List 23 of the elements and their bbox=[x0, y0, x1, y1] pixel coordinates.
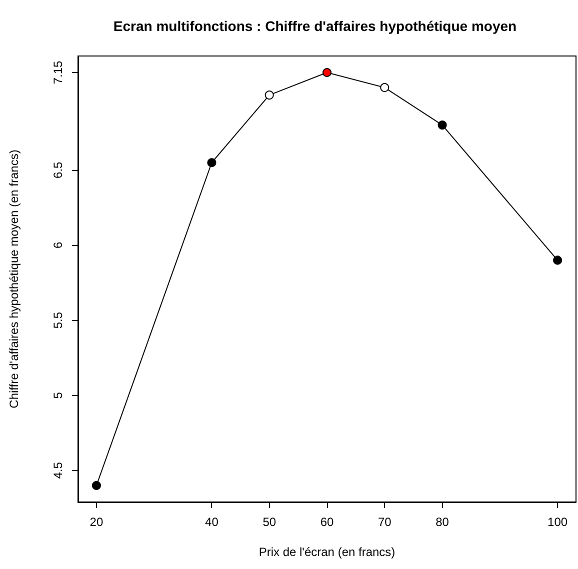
y-tick-label: 7.15 bbox=[51, 60, 65, 84]
x-tick-label: 80 bbox=[436, 515, 450, 529]
y-tick-label: 5.5 bbox=[51, 312, 65, 329]
point bbox=[322, 68, 332, 78]
y-tick-label: 6.5 bbox=[51, 161, 65, 178]
x-tick-label: 40 bbox=[205, 515, 219, 529]
x-tick-label: 70 bbox=[378, 515, 392, 529]
point bbox=[207, 158, 216, 168]
chart-title: Ecran multifonctions : Chiffre d'affaires hypothétique moyen bbox=[113, 18, 517, 34]
y-tick-label: 4.5 bbox=[51, 462, 65, 479]
y-tick-label: 5 bbox=[51, 392, 65, 399]
x-tick-label: 50 bbox=[262, 515, 276, 529]
y-tick-label: 6 bbox=[51, 242, 65, 249]
x-tick-label: 60 bbox=[320, 515, 334, 529]
point bbox=[553, 256, 562, 265]
point bbox=[438, 120, 447, 130]
point bbox=[380, 83, 390, 92]
x-axis-title: Prix de l'écran (en francs) bbox=[258, 545, 396, 559]
y-axis-title: Chiffre d'affaires hypothétique moyen (en francs) bbox=[7, 150, 21, 408]
point bbox=[264, 90, 274, 100]
x-tick-label: 20 bbox=[90, 515, 104, 529]
point bbox=[92, 480, 101, 490]
x-tick-label: 100 bbox=[548, 515, 568, 529]
